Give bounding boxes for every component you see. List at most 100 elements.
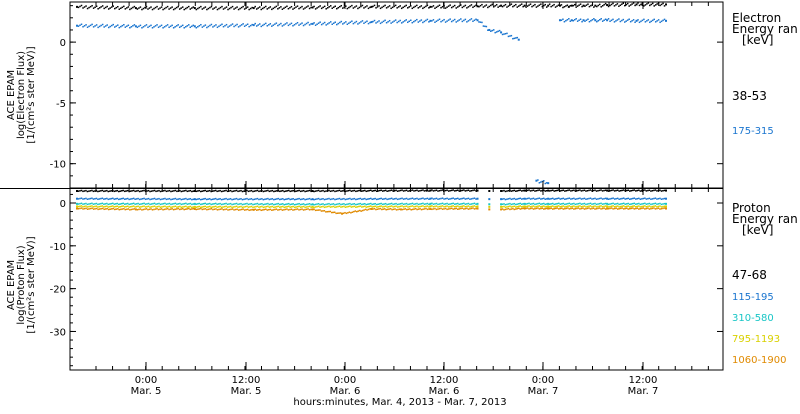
data-point	[520, 206, 523, 208]
data-point	[648, 208, 651, 210]
data-point	[159, 190, 162, 193]
data-point	[438, 205, 441, 208]
data-point	[355, 190, 357, 193]
data-point	[556, 197, 559, 200]
data-point	[252, 208, 255, 211]
data-point	[175, 208, 178, 210]
data-point	[341, 203, 344, 205]
data-point	[428, 206, 430, 208]
data-point	[632, 207, 634, 209]
data-point	[262, 198, 265, 201]
data-point	[301, 206, 303, 208]
data-point	[154, 25, 157, 27]
data-point	[323, 5, 326, 8]
data-point	[366, 5, 368, 7]
data-point	[589, 208, 592, 210]
data-point	[250, 198, 253, 200]
data-point	[289, 6, 291, 9]
data-point	[582, 4, 585, 7]
data-point	[349, 21, 352, 23]
data-point	[370, 197, 372, 200]
data-point	[222, 8, 225, 10]
data-point	[534, 206, 536, 208]
data-point	[267, 205, 269, 208]
data-point	[381, 6, 383, 9]
data-point	[607, 207, 610, 210]
data-point	[654, 189, 657, 191]
data-point	[653, 207, 655, 209]
data-point	[377, 206, 379, 208]
data-point	[104, 6, 107, 9]
data-point	[150, 206, 153, 208]
data-point	[256, 202, 259, 205]
data-point	[268, 24, 270, 26]
data-point	[98, 205, 101, 208]
data-point	[257, 24, 259, 26]
data-point	[586, 207, 589, 210]
data-point	[460, 198, 462, 200]
data-point	[325, 206, 327, 208]
data-point	[500, 198, 503, 201]
data-point	[322, 22, 324, 25]
data-point	[88, 203, 90, 205]
data-point	[629, 203, 631, 206]
data-point	[366, 20, 368, 22]
data-point	[467, 208, 470, 210]
data-point	[392, 208, 395, 211]
data-point	[192, 198, 195, 201]
data-point	[541, 205, 544, 208]
data-point	[204, 208, 207, 210]
data-point	[520, 190, 523, 192]
data-point	[431, 189, 433, 191]
data-point	[484, 25, 486, 28]
data-point	[155, 206, 157, 208]
data-point	[657, 203, 660, 205]
data-point	[408, 203, 411, 205]
data-point	[240, 189, 242, 192]
data-point	[228, 7, 231, 10]
data-point	[576, 5, 579, 7]
data-point	[173, 190, 175, 192]
data-point	[640, 20, 642, 23]
data-point	[595, 203, 598, 206]
data-point	[613, 198, 616, 200]
data-point	[159, 7, 161, 9]
data-point	[346, 23, 349, 26]
data-point	[576, 189, 578, 192]
data-point	[339, 21, 341, 24]
data-point	[431, 20, 433, 22]
data-point	[662, 2, 664, 5]
data-point	[182, 206, 184, 208]
data-point	[224, 24, 226, 27]
data-point	[328, 210, 330, 213]
data-point	[252, 7, 255, 10]
data-point	[335, 190, 338, 192]
data-point	[180, 25, 182, 28]
data-point	[386, 208, 389, 211]
data-point	[393, 20, 395, 22]
data-point	[547, 207, 550, 210]
data-point	[197, 25, 199, 28]
data-point	[210, 206, 212, 209]
data-point	[408, 205, 411, 208]
data-point	[375, 208, 377, 211]
data-point	[461, 6, 464, 9]
data-point	[434, 7, 436, 10]
data-point	[211, 203, 214, 205]
data-point	[317, 209, 320, 211]
data-point	[277, 8, 279, 10]
data-point	[186, 203, 189, 205]
data-point	[228, 198, 230, 200]
data-point	[540, 206, 542, 208]
data-point	[432, 5, 435, 7]
data-point	[551, 208, 554, 210]
data-point	[638, 189, 640, 191]
data-point	[231, 203, 233, 206]
data-point	[271, 205, 274, 208]
data-point	[129, 209, 131, 211]
data-point	[387, 205, 390, 208]
data-point	[104, 25, 107, 27]
data-point	[425, 203, 427, 205]
data-point	[182, 190, 184, 192]
